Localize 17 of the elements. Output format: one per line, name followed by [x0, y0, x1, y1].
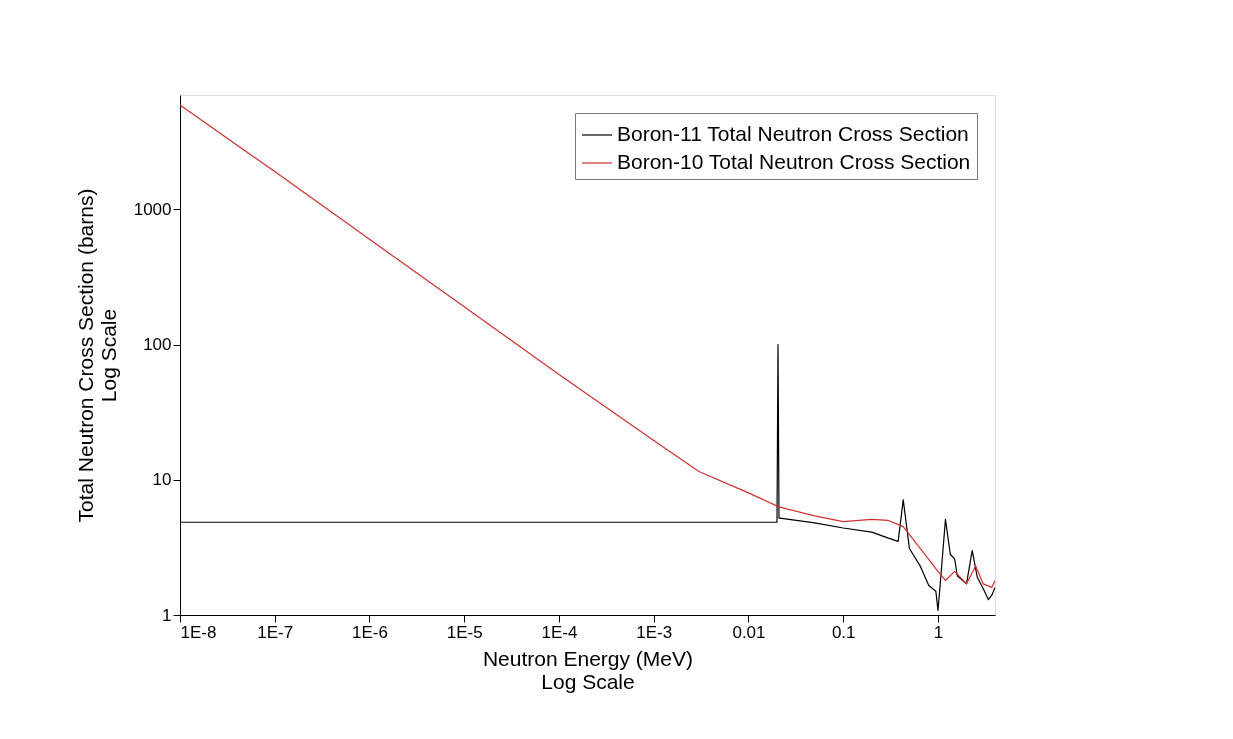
x-tick-label: 1	[933, 622, 944, 642]
x-tick-label: 1E-4	[541, 622, 578, 642]
y-axis-title: Total Neutron Cross Section (barns) Log Scale	[73, 188, 120, 523]
x-tick-label: 1E-5	[446, 622, 483, 642]
x-axis-title: Neutron Energy (MeV) Log Scale	[482, 646, 694, 693]
x-tick-label: 1E-8	[180, 622, 217, 642]
x-tick-label: 1E-3	[636, 622, 673, 642]
legend-label: Boron-10 Total Neutron Cross Section	[617, 150, 971, 173]
x-tick-label: 0.01	[732, 622, 766, 642]
x-tick-label: 1E-7	[257, 622, 294, 642]
legend-label: Boron-11 Total Neutron Cross Section	[617, 122, 969, 145]
x-tick-label: 1E-6	[352, 622, 388, 642]
y-tick-label: 1	[162, 605, 172, 625]
y-tick-label: 100	[143, 335, 172, 355]
y-tick-label: 10	[152, 470, 172, 490]
y-tick-label: 1000	[133, 199, 172, 219]
x-tick-label: 0.1	[831, 622, 856, 642]
